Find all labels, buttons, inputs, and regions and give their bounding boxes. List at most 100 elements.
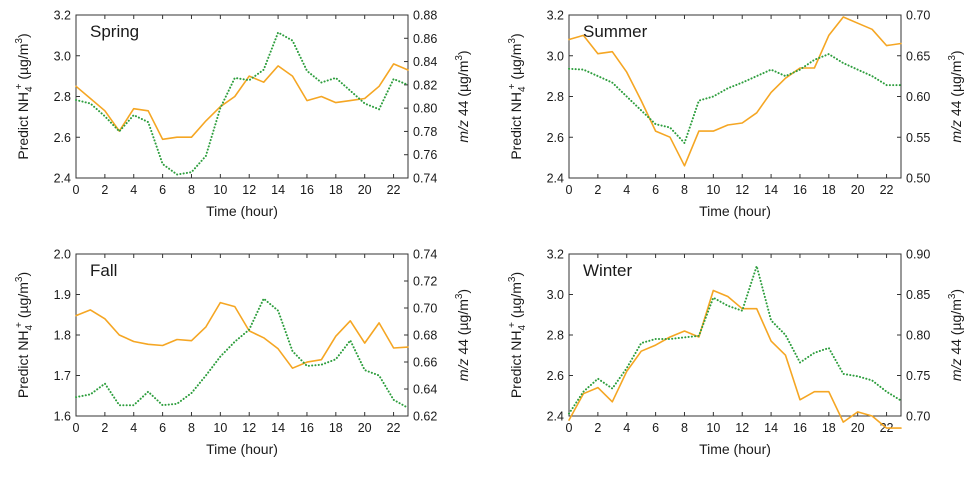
x-tick-label: 10 [213, 421, 227, 435]
y-left-tick-label: 3.2 [547, 248, 564, 262]
x-axis-title: Time (hour) [699, 203, 771, 219]
y-left-title-sup: + [507, 83, 518, 89]
x-tick-label: 2 [594, 183, 601, 197]
y-right-tick-label: 0.70 [906, 9, 930, 23]
y-left-tick-label: 2.6 [547, 131, 564, 145]
panel-title: Summer [583, 22, 648, 41]
x-tick-label: 0 [73, 183, 80, 197]
series-line-predict-nh4 [75, 63, 409, 141]
y-right-tick-label: 0.78 [413, 125, 437, 139]
y-right-title-unit-post: ) [948, 50, 964, 55]
x-tick-label: 10 [706, 183, 720, 197]
y-right-title-unit-sup: 3 [454, 55, 465, 61]
y-right-tick-label: 0.66 [413, 356, 437, 370]
panel-title: Spring [90, 22, 139, 41]
y-right-title-rest: 44 (µg/m [948, 299, 964, 358]
y-right-tick-label: 0.88 [413, 9, 437, 23]
y-right-title-italic: m/z [948, 120, 964, 143]
x-tick-label: 12 [242, 421, 256, 435]
y-left-axis-title: Predict NH4+ (µg/m3) [507, 33, 528, 159]
y-right-tick-label: 0.74 [413, 172, 437, 186]
y-left-title-unit-post: ) [508, 272, 524, 277]
y-right-title-unit-sup: 3 [947, 55, 958, 61]
y-left-title-main: Predict NH [15, 330, 31, 398]
y-right-title-unit-sup: 3 [454, 293, 465, 299]
y-left-tick-label: 2.8 [547, 90, 564, 104]
y-right-tick-label: 0.75 [906, 369, 930, 383]
y-left-title-main: Predict NH [508, 92, 524, 160]
x-tick-label: 0 [73, 421, 80, 435]
y-right-axis-title: m/z 44 (µg/m3) [454, 289, 471, 381]
y-right-tick-label: 0.68 [413, 329, 437, 343]
series-line-mz44 [75, 31, 409, 176]
x-tick-label: 4 [130, 183, 137, 197]
x-axis-title: Time (hour) [206, 203, 278, 219]
x-tick-label: 4 [623, 183, 630, 197]
y-left-title-unit-sup: 3 [14, 276, 25, 282]
plot-frame [75, 253, 409, 417]
y-right-tick-label: 0.70 [413, 302, 437, 316]
x-tick-label: 18 [329, 421, 343, 435]
panel-title: Fall [90, 261, 117, 280]
y-right-tick-label: 0.55 [906, 131, 930, 145]
y-left-tick-label: 3.2 [54, 9, 71, 23]
y-left-tick-label: 2.6 [54, 131, 71, 145]
x-axis-title: Time (hour) [699, 441, 771, 457]
x-tick-label: 22 [387, 183, 401, 197]
x-tick-label: 12 [735, 421, 749, 435]
y-left-title-unit-post: ) [508, 33, 524, 38]
y-left-tick-label: 2.4 [547, 172, 564, 186]
y-left-title-unit-sup: 3 [507, 276, 518, 282]
x-tick-label: 8 [681, 183, 688, 197]
y-left-title-sub: 4 [24, 324, 35, 330]
y-left-axis-title: Predict NH4+ (µg/m3) [507, 272, 528, 398]
y-left-title-unit: (µg/m [508, 44, 524, 84]
y-left-title-unit-sup: 3 [507, 38, 518, 44]
panel-title: Winter [583, 261, 632, 280]
y-right-title-unit-post: ) [455, 289, 471, 294]
y-left-title-main: Predict NH [508, 330, 524, 398]
y-right-title-italic: m/z [455, 120, 471, 143]
y-right-tick-label: 0.62 [413, 410, 437, 424]
series-line-mz44 [75, 297, 409, 409]
y-left-tick-label: 2.8 [547, 329, 564, 343]
x-tick-label: 16 [793, 421, 807, 435]
x-tick-label: 22 [880, 183, 894, 197]
y-left-title-unit-post: ) [15, 33, 31, 38]
y-right-tick-label: 0.85 [906, 288, 930, 302]
x-tick-label: 16 [300, 183, 314, 197]
y-right-tick-label: 0.74 [413, 248, 437, 262]
y-left-tick-label: 3.2 [547, 9, 564, 23]
y-left-tick-label: 2.0 [54, 248, 71, 262]
y-right-tick-label: 0.70 [906, 410, 930, 424]
y-right-tick-label: 0.76 [413, 148, 437, 162]
y-right-tick-label: 0.80 [906, 329, 930, 343]
series-line-mz44 [568, 265, 902, 415]
x-tick-label: 14 [764, 421, 778, 435]
x-tick-label: 14 [764, 183, 778, 197]
y-left-axis-title: Predict NH4+ (µg/m3) [14, 272, 35, 398]
y-right-tick-label: 0.86 [413, 32, 437, 46]
x-tick-label: 10 [213, 183, 227, 197]
x-tick-label: 18 [822, 183, 836, 197]
y-right-title-rest: 44 (µg/m [455, 299, 471, 358]
y-left-title-unit: (µg/m [15, 44, 31, 84]
y-left-title-sup: + [507, 322, 518, 328]
x-tick-label: 0 [566, 421, 573, 435]
x-tick-label: 2 [101, 421, 108, 435]
x-axis-title: Time (hour) [206, 441, 278, 457]
x-tick-label: 2 [101, 183, 108, 197]
y-right-tick-label: 0.84 [413, 55, 437, 69]
y-left-tick-label: 1.7 [54, 369, 71, 383]
x-tick-label: 20 [851, 421, 865, 435]
y-left-tick-label: 3.0 [54, 49, 71, 63]
x-tick-label: 12 [242, 183, 256, 197]
y-right-tick-label: 0.90 [906, 248, 930, 262]
x-tick-label: 6 [159, 421, 166, 435]
y-right-axis-title: m/z 44 (µg/m3) [454, 50, 471, 142]
y-right-title-rest: 44 (µg/m [948, 61, 964, 120]
y-left-axis-title: Predict NH4+ (µg/m3) [14, 33, 35, 159]
y-right-tick-label: 0.64 [413, 383, 437, 397]
y-right-tick-label: 0.65 [906, 49, 930, 63]
